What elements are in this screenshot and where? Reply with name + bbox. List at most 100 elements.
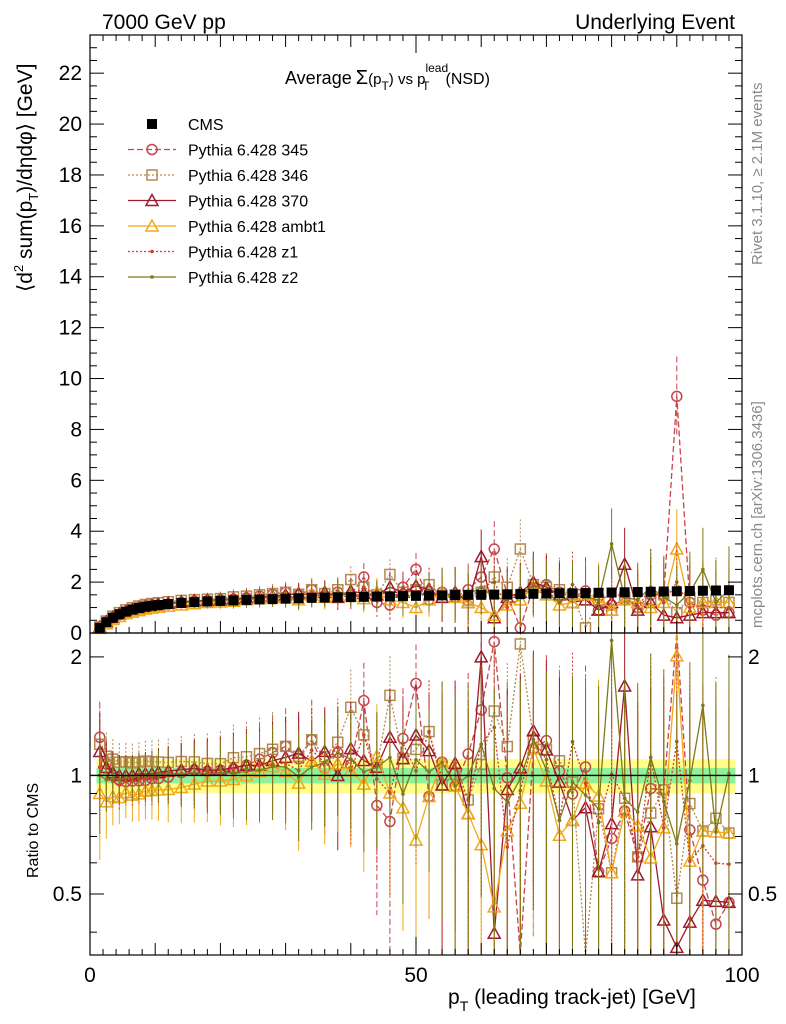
point-main	[411, 590, 421, 601]
point-ratio	[375, 765, 379, 770]
legend-entry: Pythia 6.428 ambt1	[128, 218, 326, 236]
point-main	[397, 591, 408, 602]
point-ratio	[322, 760, 327, 765]
point-main	[114, 609, 125, 620]
point-main	[267, 594, 278, 605]
point-main	[241, 594, 252, 605]
point-main	[408, 599, 424, 614]
series-cms	[94, 585, 734, 633]
y-tick-label-main: 20	[59, 113, 82, 136]
point-main	[531, 582, 536, 587]
y-tick-label-main: 8	[70, 418, 82, 441]
point-ratio	[440, 760, 444, 764]
point-ratio	[479, 742, 484, 747]
point-main	[94, 622, 105, 633]
point-main	[593, 587, 604, 598]
point-main	[554, 588, 565, 599]
y-tick-label-main: 10	[59, 368, 82, 391]
y-tick-label-ratio: 1	[70, 764, 82, 787]
point-main	[645, 586, 656, 597]
y-axis-title: ⟨d2 sum(pT)/dηdφ⟩ [GeV]	[11, 64, 41, 292]
x-tick-label: 0	[84, 964, 96, 987]
point-ratio	[514, 638, 527, 650]
point-ratio	[111, 776, 115, 781]
point-main	[635, 598, 640, 602]
point-main	[189, 597, 200, 608]
x-axis-title: pT (leading track-jet) [GeV]	[448, 986, 696, 1014]
point-main	[710, 585, 721, 596]
point-ratio	[244, 769, 249, 774]
point-ratio	[544, 768, 549, 772]
point-main	[671, 390, 683, 403]
legend-marker	[146, 143, 158, 156]
point-ratio	[531, 737, 536, 742]
point-main	[658, 586, 669, 597]
point-main	[514, 543, 527, 555]
point-main	[609, 542, 614, 546]
point-ratio	[701, 703, 705, 708]
legend-label: Pythia 6.428 z2	[188, 270, 298, 287]
point-main	[450, 590, 461, 601]
legend-marker	[150, 249, 154, 254]
point-ratio	[557, 818, 562, 823]
point-main	[502, 589, 513, 600]
ratio-axis-title: Ratio to CMS	[25, 783, 42, 878]
point-ratio	[727, 771, 731, 776]
point-main	[293, 593, 304, 604]
point-main	[228, 595, 239, 606]
point-main	[596, 598, 601, 602]
legend-entry: Pythia 6.428 370	[128, 192, 308, 211]
point-ratio	[473, 649, 489, 663]
point-main	[580, 588, 591, 599]
point-main	[463, 589, 474, 600]
point-main	[153, 600, 164, 611]
point-main	[437, 590, 448, 601]
point-main	[358, 591, 369, 602]
y-tick-label-main: 12	[59, 317, 82, 340]
point-ratio	[414, 757, 418, 762]
point-main	[345, 592, 356, 603]
point-main	[319, 592, 330, 603]
y-tick-label-main: 2	[70, 571, 82, 594]
point-ratio	[427, 770, 431, 774]
point-main	[489, 589, 500, 600]
point-ratio	[192, 770, 197, 775]
header-right: Underlying Event	[575, 11, 735, 34]
point-main	[632, 587, 643, 598]
x-tick-label: 100	[724, 964, 759, 987]
point-ratio	[622, 796, 627, 801]
y-tick-label-main: 16	[59, 215, 82, 238]
point-ratio	[714, 830, 718, 834]
point-ratio	[362, 770, 366, 774]
point-main	[528, 588, 539, 599]
legend-label: Pythia 6.428 z1	[188, 245, 298, 262]
point-ratio	[609, 638, 614, 643]
point-main	[371, 591, 382, 602]
legend-entry: Pythia 6.428 z1	[128, 245, 298, 262]
y-tick-label-main: 22	[59, 62, 82, 85]
point-main	[133, 603, 144, 614]
point-main	[669, 541, 685, 555]
point-ratio	[669, 648, 685, 662]
legend-label: CMS	[188, 117, 224, 134]
point-main	[515, 589, 526, 600]
point-main	[107, 612, 118, 623]
plot-title: Average Σ(pT) vs plead T (NSD)	[285, 61, 490, 93]
point-main	[619, 587, 630, 598]
point-ratio	[130, 775, 135, 780]
point-ratio	[505, 800, 510, 804]
point-main	[476, 589, 487, 600]
point-main	[202, 596, 213, 607]
legend-label: Pythia 6.428 370	[188, 194, 308, 211]
point-main	[163, 598, 174, 609]
point-ratio	[335, 750, 340, 755]
point-ratio	[270, 764, 275, 769]
y-tick-label-ratio: 2	[70, 646, 82, 669]
point-main	[606, 587, 617, 598]
point-ratio	[283, 765, 288, 769]
point-main	[714, 600, 718, 605]
header-left: 7000 GeV pp	[102, 11, 226, 34]
point-main	[215, 595, 226, 606]
y-tick-label-ratio-right: 1	[748, 764, 760, 787]
